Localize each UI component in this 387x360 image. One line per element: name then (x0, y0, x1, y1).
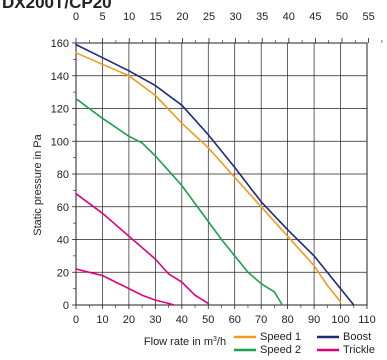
x-axis: 0 10 20 30 40 50 60 70 80 90 100 110 (73, 305, 376, 326)
x-tick-label: 110 (358, 314, 376, 326)
y-axis: 0 20 40 60 80 100 120 140 160 (51, 38, 76, 312)
x-tick-label: 90 (308, 314, 320, 326)
x-tick-label: 80 (282, 314, 294, 326)
legend-label: Boost (343, 331, 371, 343)
top-tick-label: 30 (229, 11, 241, 23)
chart-title: DX200T/CP20 (2, 0, 112, 12)
y-tick-label: 0 (63, 300, 69, 312)
y-tick-label: 60 (57, 202, 69, 214)
y-tick-label: 140 (51, 71, 69, 83)
top-tick-label: 50 (336, 11, 348, 23)
top-tick-label: 5 (100, 11, 106, 23)
y-tick-label: 120 (51, 104, 69, 116)
series-speed-2 (75, 97, 284, 306)
x-axis-label: Flow rate in m3/h (144, 336, 226, 348)
legend-label: Trickle (343, 344, 375, 356)
series-curve-4 (75, 268, 175, 306)
y-axis-label: Static pressure in Pa (32, 133, 44, 235)
x-tick-label: 60 (229, 314, 241, 326)
y-tick-label: 100 (51, 136, 69, 148)
x-tick-label: 70 (255, 314, 267, 326)
top-axis: 051015202530354045505560 (73, 11, 383, 43)
series-speed-1 (75, 51, 342, 303)
y-tick-label: 80 (57, 169, 69, 181)
y-tick-label: 20 (57, 267, 69, 279)
series-lines (75, 43, 355, 306)
x-tick-label: 0 (73, 314, 79, 326)
series-trickle (75, 192, 210, 305)
top-tick-label: 10 (123, 11, 135, 23)
x-tick-label: 20 (123, 314, 135, 326)
top-tick-label: 15 (150, 11, 162, 23)
top-tick-label: 20 (176, 11, 188, 23)
x-tick-label: 10 (96, 314, 108, 326)
top-tick-label: 0 (73, 11, 79, 23)
top-tick-label: 40 (283, 11, 295, 23)
top-tick-label: 25 (203, 11, 215, 23)
y-tick-label: 40 (57, 235, 69, 247)
legend-label: Speed 1 (260, 331, 301, 343)
x-tick-label: 100 (331, 314, 349, 326)
top-tick-label: 55 (362, 11, 374, 23)
legend: Speed 1 Boost Speed 2 Trickle (234, 331, 375, 356)
top-tick-label: 35 (256, 11, 268, 23)
top-tick-label: 45 (309, 11, 321, 23)
legend-label: Speed 2 (260, 344, 301, 356)
x-tick-label: 30 (149, 314, 161, 326)
grid (75, 42, 368, 306)
x-tick-label: 40 (176, 314, 188, 326)
x-tick-label: 50 (202, 314, 214, 326)
series-boost (75, 43, 355, 306)
y-tick-label: 160 (51, 38, 69, 50)
